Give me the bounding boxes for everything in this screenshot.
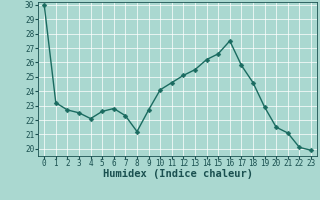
X-axis label: Humidex (Indice chaleur): Humidex (Indice chaleur): [103, 169, 252, 179]
